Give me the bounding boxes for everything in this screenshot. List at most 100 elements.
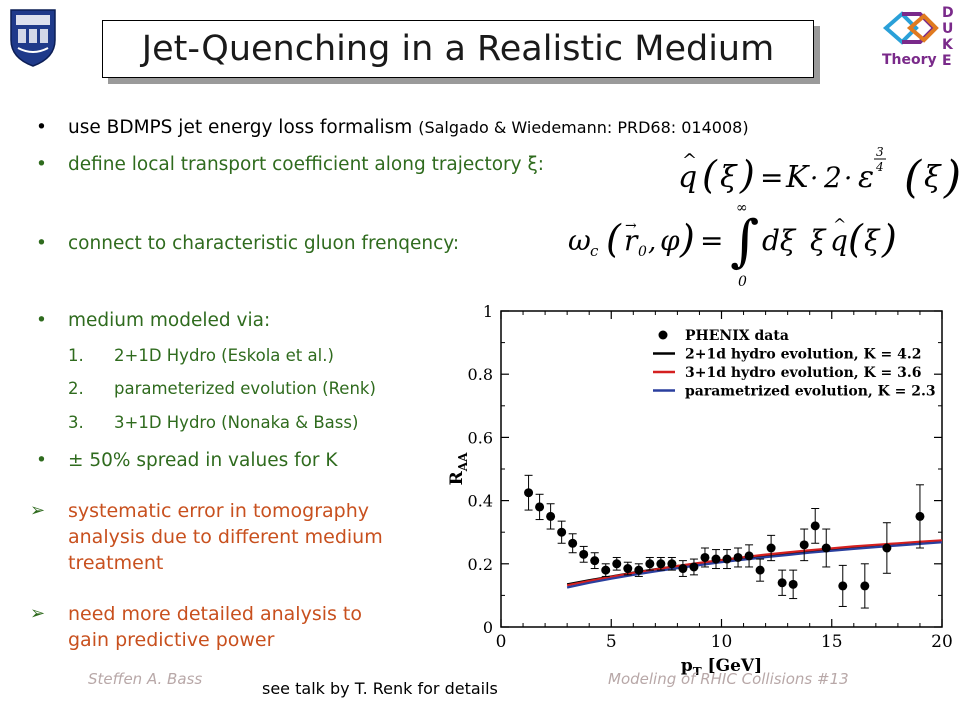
data-point — [678, 564, 688, 574]
data-point — [821, 543, 831, 553]
svg-text:0: 0 — [638, 244, 647, 260]
footer-see-talk-note: see talk by T. Renk for details — [262, 679, 498, 698]
data-point — [733, 552, 743, 562]
svg-text:): ) — [881, 217, 897, 261]
data-point — [777, 578, 787, 588]
data-point — [700, 552, 710, 562]
bullet-bdmps-text: use BDMPS jet energy loss formalism — [68, 117, 413, 138]
data-point — [788, 579, 798, 589]
data-point — [535, 502, 545, 512]
logo-word-theory: Theory — [882, 52, 937, 68]
legend-label: 2+1d hydro evolution, K = 4.2 — [685, 347, 922, 363]
y-axis-label: RAA — [447, 452, 470, 485]
legend-box — [645, 323, 915, 403]
svg-text:(: ( — [848, 217, 864, 261]
svg-text:∞: ∞ — [736, 200, 748, 216]
bullet-dot-icon: • — [36, 233, 47, 254]
sub-item-2: 2. parameterized evolution (Renk) — [68, 379, 376, 398]
conclusion-predictive-power: ➢ need more detailed analysis to gain pr… — [30, 601, 363, 653]
footer-talk-number: Modeling of RHIC Collisions #13 — [608, 670, 849, 688]
sub-item-2-text: parameterized evolution (Renk) — [114, 379, 376, 398]
data-point — [656, 559, 666, 569]
bullet-transport-text: define local transport coefficient along… — [68, 154, 545, 175]
svg-text:·: · — [810, 164, 818, 194]
sub-item-3-text: 3+1D Hydro (Nonaka & Bass) — [114, 413, 359, 432]
data-point — [755, 565, 765, 575]
svg-text:4: 4 — [875, 160, 884, 174]
svg-text:q: q — [678, 160, 697, 195]
logo-letter-k: K — [942, 37, 954, 53]
y-tick-label: 0.6 — [468, 428, 493, 447]
y-tick-label: 1 — [483, 302, 493, 321]
svg-text:ξ: ξ — [810, 224, 827, 257]
title-box: Jet-Quenching in a Realistic Medium — [102, 20, 814, 78]
svg-text:2: 2 — [823, 161, 842, 194]
data-point — [623, 564, 633, 574]
data-point — [711, 554, 721, 564]
svg-text:dξ: dξ — [762, 224, 797, 257]
svg-text:r: r — [624, 224, 639, 257]
conclusion-systematic-error: ➢ systematic error in tomography analysi… — [30, 498, 383, 576]
conclusion-2-line-2: gain predictive power — [68, 629, 275, 651]
bullet-dot-icon: • — [36, 310, 47, 331]
data-point — [579, 549, 589, 559]
omega-formula: ω c ( r → 0 , φ ) = ∞ ∫ 0 dξ ξ q ^ ( ξ ) — [566, 198, 906, 294]
bullet-spread-text: ± 50% spread in values for K — [68, 450, 338, 471]
legend-label: parametrized evolution, K = 2.3 — [685, 384, 936, 400]
x-axis-label: pT [GeV] — [681, 656, 762, 675]
data-point — [568, 538, 578, 548]
svg-text:(: ( — [606, 217, 622, 261]
svg-text:): ) — [739, 153, 755, 197]
svg-text:K: K — [785, 160, 810, 195]
svg-text:): ) — [943, 152, 960, 202]
conclusion-1-line-3: treatment — [68, 552, 164, 574]
university-crest-logo — [8, 6, 58, 68]
x-tick-label: 10 — [711, 632, 733, 652]
svg-text:(: ( — [904, 152, 922, 202]
sub-item-1-text: 2+1D Hydro (Eskola et al.) — [114, 346, 334, 365]
svg-text:^: ^ — [833, 215, 846, 234]
data-point — [744, 551, 754, 561]
x-tick-label: 15 — [821, 632, 843, 652]
data-point — [689, 562, 699, 572]
x-tick-label: 0 — [496, 632, 507, 652]
legend-label: 3+1d hydro evolution, K = 3.6 — [685, 365, 922, 381]
svg-text:=: = — [700, 224, 723, 257]
svg-text:3: 3 — [876, 145, 884, 159]
data-point — [722, 554, 732, 564]
bullet-medium-models: • medium modeled via: — [36, 310, 270, 331]
x-tick-label: 5 — [606, 632, 617, 652]
data-point — [612, 559, 622, 569]
svg-text:→: → — [625, 218, 637, 234]
curve-parametrized — [566, 541, 943, 589]
duke-theory-logo: D U K E Theory — [880, 2, 956, 72]
data-point — [882, 543, 892, 553]
data-point — [838, 581, 848, 591]
svg-text:=: = — [760, 161, 783, 194]
bullet-dot-icon: • — [36, 450, 47, 471]
bullet-gluon-frequency: • connect to characteristic gluon frenqe… — [36, 233, 459, 254]
logo-letter-e: E — [942, 53, 952, 69]
sub-item-2-number: 2. — [68, 379, 84, 398]
data-point — [915, 511, 925, 521]
data-point — [645, 559, 655, 569]
svg-text:q: q — [830, 224, 848, 257]
bullet-spread: • ± 50% spread in values for K — [36, 450, 338, 471]
slide-title: Jet-Quenching in a Realistic Medium — [141, 29, 775, 69]
bullet-dot-icon: • — [36, 117, 47, 138]
svg-text:^: ^ — [682, 150, 697, 171]
bullet-bdmps-reference: (Salgado & Wiedemann: PRD68: 014008) — [418, 118, 749, 137]
svg-text:φ: φ — [660, 224, 680, 257]
svg-text:): ) — [679, 217, 695, 261]
logo-letter-u: U — [942, 21, 953, 37]
data-point — [860, 581, 870, 591]
y-tick-label: 0 — [483, 618, 493, 637]
y-tick-label: 0.2 — [468, 555, 493, 574]
data-point — [601, 565, 611, 575]
footer-author: Steffen A. Bass — [88, 670, 203, 688]
svg-text:·: · — [844, 164, 852, 194]
conclusion-2-line-1: need more detailed analysis to — [68, 603, 363, 625]
data-point — [634, 565, 644, 575]
svg-text:,: , — [648, 227, 656, 257]
data-point — [667, 559, 677, 569]
